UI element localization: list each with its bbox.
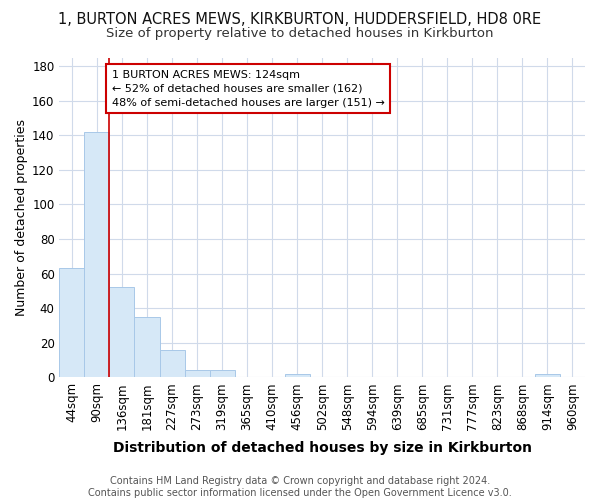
- Text: 1 BURTON ACRES MEWS: 124sqm
← 52% of detached houses are smaller (162)
48% of se: 1 BURTON ACRES MEWS: 124sqm ← 52% of det…: [112, 70, 385, 108]
- Bar: [134, 317, 160, 378]
- Text: 1, BURTON ACRES MEWS, KIRKBURTON, HUDDERSFIELD, HD8 0RE: 1, BURTON ACRES MEWS, KIRKBURTON, HUDDER…: [58, 12, 542, 28]
- Text: Contains HM Land Registry data © Crown copyright and database right 2024.
Contai: Contains HM Land Registry data © Crown c…: [88, 476, 512, 498]
- X-axis label: Distribution of detached houses by size in Kirkburton: Distribution of detached houses by size …: [113, 441, 532, 455]
- Bar: [535, 374, 560, 378]
- Bar: [284, 374, 310, 378]
- Bar: [109, 288, 134, 378]
- Text: Size of property relative to detached houses in Kirkburton: Size of property relative to detached ho…: [106, 28, 494, 40]
- Bar: [85, 132, 109, 378]
- Y-axis label: Number of detached properties: Number of detached properties: [15, 119, 28, 316]
- Bar: [59, 268, 85, 378]
- Bar: [185, 370, 209, 378]
- Bar: [160, 350, 185, 378]
- Bar: [209, 370, 235, 378]
